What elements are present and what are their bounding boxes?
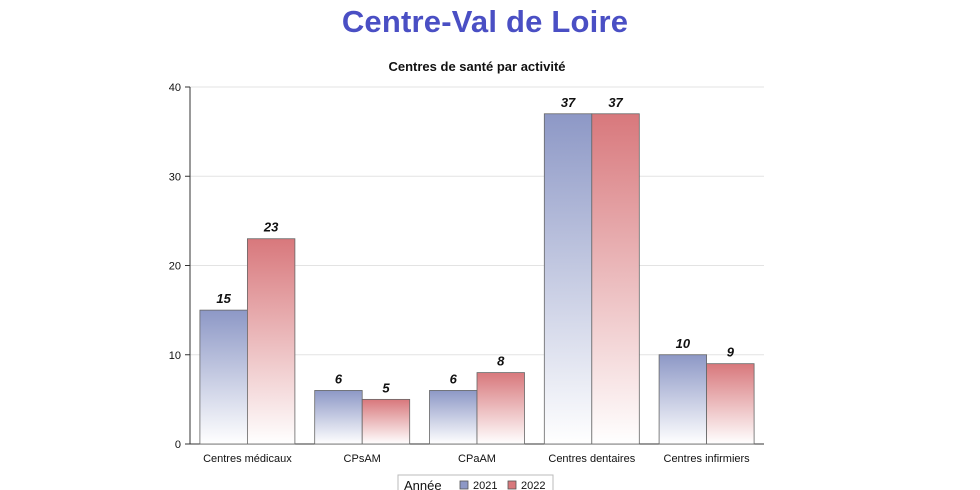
y-tick-label: 20 [169,261,181,273]
data-label: 37 [561,95,576,110]
data-label: 37 [608,95,623,110]
legend-label-2021: 2021 [473,480,497,490]
data-label: 10 [676,336,691,351]
data-label: 23 [263,220,279,235]
bar-2021 [199,309,248,445]
data-label: 5 [382,380,390,395]
category-label: Centres infirmiers [664,453,751,465]
bar-2022 [361,398,411,445]
bar-2021 [658,354,707,445]
plot-area: 0 10 20 30 40 15 23 Centres médicaux 6 5 CPsAM 6 8 CP… [169,82,764,465]
legend-swatch-2021 [459,480,469,490]
category-label: Centres dentaires [548,453,635,465]
category-label: CPsAM [344,453,381,465]
y-tick-label: 30 [169,171,181,183]
bar-2022 [246,238,296,445]
chart-title: Centres de santé par activité [388,59,565,74]
bar-2021 [429,390,478,445]
category-label: CPaAM [458,453,496,465]
data-label: 8 [497,354,505,369]
y-tick-label: 40 [169,82,181,94]
bar-2022 [591,113,640,445]
page-title: Centre-Val de Loire [341,4,629,39]
y-tick-label: 10 [169,350,181,362]
data-label: 6 [335,371,343,386]
legend-swatch-2022 [507,480,517,490]
data-label: 6 [450,371,458,386]
bar-2022 [476,372,525,445]
legend-title: Année [404,478,442,490]
bar-2021 [314,390,363,445]
data-label: 9 [727,345,735,360]
y-tick-label: 0 [175,439,181,451]
legend-label-2022: 2022 [521,480,545,490]
bar-2022 [706,363,755,445]
bar-2021 [543,113,593,445]
data-label: 15 [216,291,231,306]
category-label: Centres médicaux [203,453,292,465]
legend: Année 2021 2022 [397,474,554,490]
